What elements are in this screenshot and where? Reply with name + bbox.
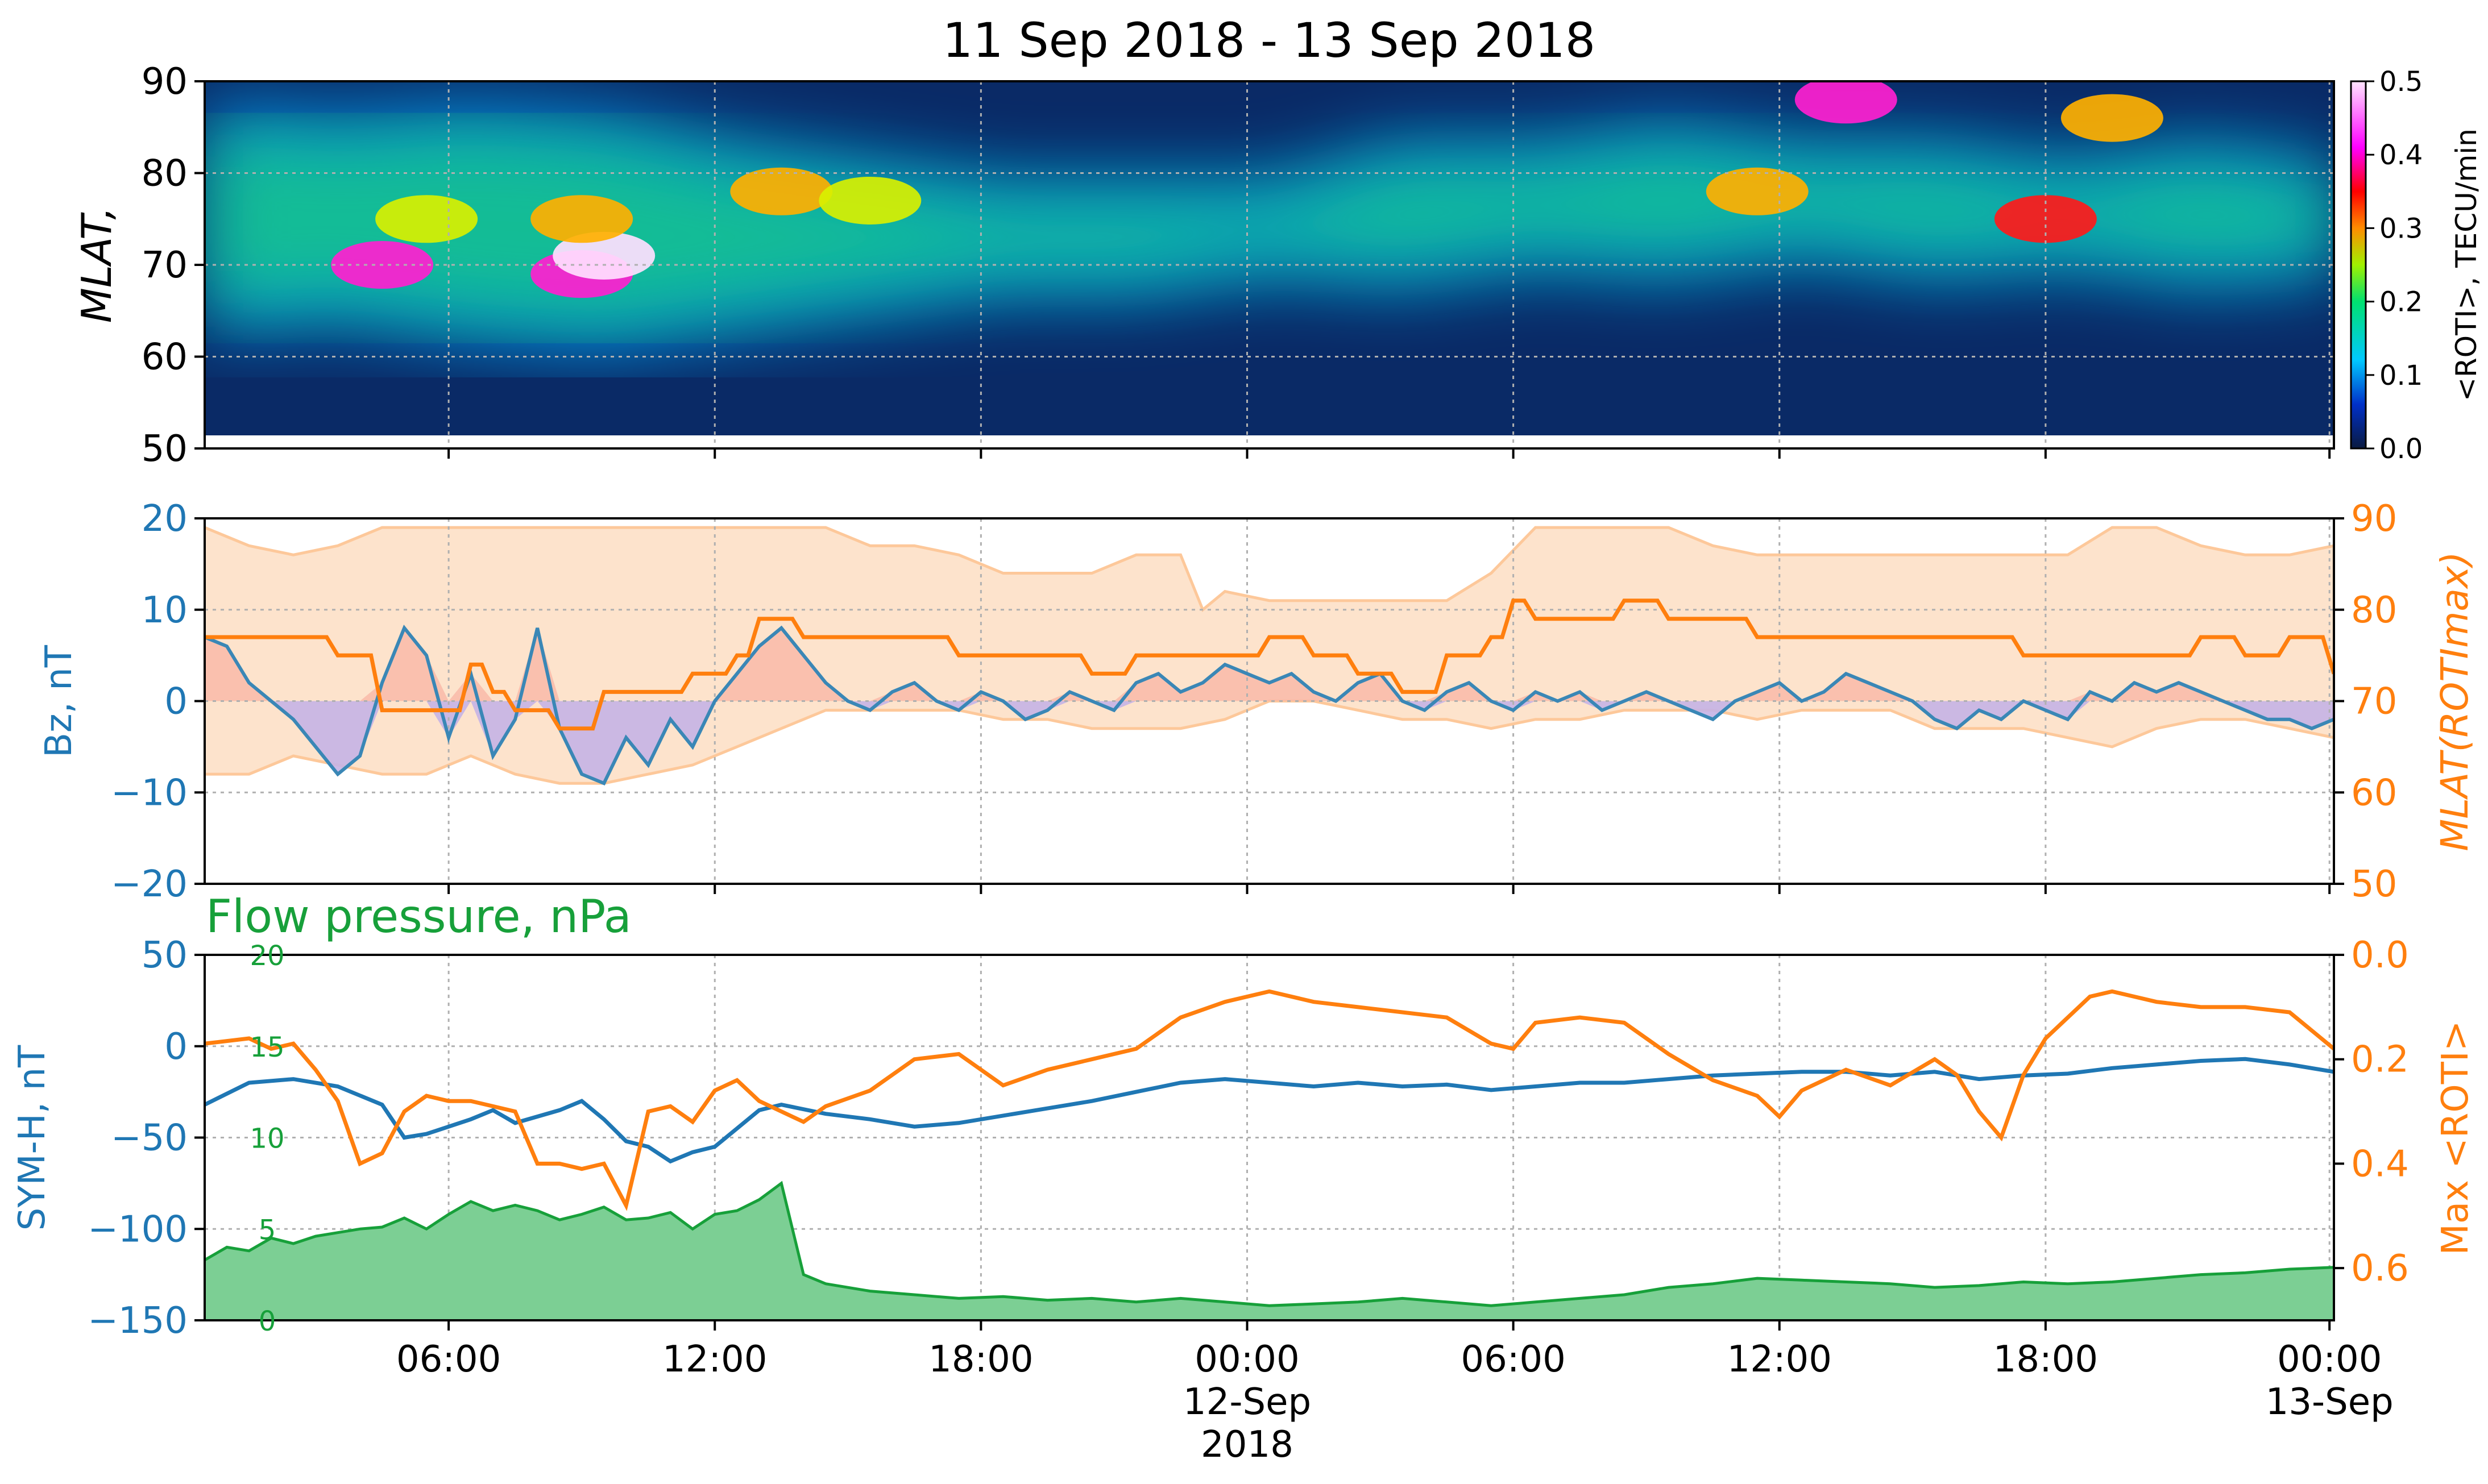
x-tick-label: 00:00 bbox=[1195, 1338, 1299, 1381]
y2-tick-label: 90 bbox=[2351, 498, 2397, 540]
mlat-band-fill bbox=[205, 527, 2334, 784]
y2-tick-label: 0.2 bbox=[2351, 1039, 2409, 1081]
x-tick-label: 06:00 bbox=[396, 1338, 501, 1381]
colorbar-ticks: 0.0 0.1 0.2 0.3 0.4 0.5 bbox=[2366, 66, 2423, 465]
heatmap-y-label: MLAT, bbox=[73, 207, 121, 323]
heatmap-hot-spot bbox=[375, 195, 478, 243]
x-tick-label: 00:00 bbox=[2277, 1338, 2382, 1381]
y-tick-label: 0 bbox=[164, 681, 188, 723]
colorbar-tick-label: 0.3 bbox=[2379, 213, 2423, 244]
flow-pressure-line bbox=[205, 1180, 2334, 1307]
mlat-rotimax-line bbox=[205, 598, 2334, 731]
flow-ticks: 0 5 10 15 20 bbox=[250, 940, 284, 1337]
heatmap-hot-spot bbox=[819, 176, 922, 225]
heatmap-hot-spot bbox=[730, 167, 833, 215]
symh-y-ticks: −150 −100 −50 0 50 bbox=[88, 934, 205, 1342]
top-grid bbox=[205, 81, 2334, 448]
x-tick-label: 06:00 bbox=[1461, 1338, 1565, 1381]
colorbar-tick-label: 0.0 bbox=[2379, 433, 2423, 465]
flow-tick-label: 0 bbox=[259, 1306, 276, 1337]
x-tick-sublabel: 2018 bbox=[1201, 1424, 1293, 1466]
x-tick-label: 12:00 bbox=[1727, 1338, 1832, 1381]
y-tick-label: 70 bbox=[142, 244, 188, 286]
x-tick-label: 18:00 bbox=[928, 1338, 1033, 1381]
heatmap-hot-spot bbox=[1794, 81, 1897, 124]
middle-grid bbox=[205, 518, 2334, 884]
x-tick-sublabel: 13-Sep bbox=[2266, 1381, 2394, 1423]
colorbar-tick-label: 0.4 bbox=[2379, 139, 2423, 171]
flow-tick-label: 5 bbox=[259, 1214, 276, 1246]
heatmap-white-margin bbox=[205, 435, 2334, 448]
bz-positive-fill bbox=[205, 627, 2334, 701]
heatmap-hot-spots bbox=[331, 81, 2163, 298]
heatmap-hot-spot bbox=[1706, 167, 1809, 215]
mlat-y2-label: MLAT(ROTImax) bbox=[2433, 551, 2477, 851]
colorbar-tick-label: 0.1 bbox=[2379, 360, 2423, 392]
bz-y-label: Bz, nT bbox=[38, 645, 80, 758]
flow-tick-label: 10 bbox=[250, 1123, 284, 1155]
y-tick-label: 50 bbox=[142, 428, 188, 470]
symh-y-label: SYM-H, nT bbox=[11, 1045, 53, 1231]
max-roti-line bbox=[205, 989, 2334, 1211]
y-tick-label: −10 bbox=[111, 772, 188, 814]
x-tick-label: 18:00 bbox=[1993, 1338, 2098, 1381]
mlat-band-upper-line bbox=[205, 526, 2334, 612]
colorbar bbox=[2350, 80, 2367, 450]
flow-pressure-title: Flow pressure, nPa bbox=[206, 890, 632, 943]
y-tick-label: 90 bbox=[142, 61, 188, 103]
x-tick-label: 12:00 bbox=[662, 1338, 767, 1381]
heatmap-hot-spot bbox=[2060, 94, 2163, 142]
y-tick-label: 0 bbox=[164, 1026, 188, 1068]
flow-tick-label: 15 bbox=[250, 1032, 284, 1063]
mlat-y2-ticks: 50 60 70 80 90 bbox=[2334, 498, 2397, 905]
colorbar-tick-label: 0.2 bbox=[2379, 286, 2423, 318]
figure-title: 11 Sep 2018 - 13 Sep 2018 bbox=[943, 13, 1595, 68]
bz-y-ticks: −20 −10 0 10 20 bbox=[111, 498, 205, 905]
y-tick-label: 20 bbox=[142, 498, 188, 540]
y2-tick-label: 0.6 bbox=[2351, 1248, 2409, 1290]
y2-tick-label: 50 bbox=[2351, 863, 2397, 905]
colorbar-label: <ROTI>, TECU/min bbox=[2450, 128, 2483, 401]
flow-pressure-fill bbox=[205, 1183, 2334, 1320]
heatmap-hot-spot bbox=[553, 231, 656, 280]
y-tick-label: −100 bbox=[88, 1208, 188, 1250]
bz-mlat-panel: −20 −10 0 10 20 50 60 70 80 90 Bz, nT MLAT(ROTIm… bbox=[38, 498, 2477, 905]
y-tick-label: 50 bbox=[142, 934, 188, 976]
roti-y2-ticks: 0.0 0.2 0.4 0.6 bbox=[2334, 934, 2409, 1290]
middle-x-ticks bbox=[447, 884, 2331, 894]
heatmap-hot-spot bbox=[530, 195, 633, 243]
y2-tick-label: 70 bbox=[2351, 681, 2397, 723]
heatmap-y-ticks: 50 60 70 80 90 bbox=[142, 61, 205, 470]
y2-tick-label: 80 bbox=[2351, 589, 2397, 631]
symh-line bbox=[205, 1057, 2334, 1164]
y2-tick-label: 60 bbox=[2351, 772, 2397, 814]
y-tick-label: −20 bbox=[111, 863, 188, 905]
y-tick-label: −50 bbox=[111, 1117, 188, 1159]
y2-tick-label: 0.0 bbox=[2351, 934, 2409, 976]
y-tick-label: 10 bbox=[142, 589, 188, 631]
flow-tick-label: 20 bbox=[250, 940, 284, 972]
y2-tick-label: 0.4 bbox=[2351, 1143, 2409, 1185]
colorbar-tick-label: 0.5 bbox=[2379, 66, 2423, 98]
y-tick-label: 60 bbox=[142, 336, 188, 379]
y-tick-label: 80 bbox=[142, 153, 188, 195]
roti-heatmap-panel: 50 60 70 80 90 MLAT, 0.0 0.1 0.2 0.3 0.4 0.5 <ROT… bbox=[73, 61, 2483, 470]
symh-roti-panel: Flow pressure, nPa −150 −100 −50 0 50 0 5 10 15… bbox=[11, 890, 2477, 1466]
y-tick-label: −150 bbox=[88, 1300, 188, 1342]
heatmap-x-ticks bbox=[447, 448, 2331, 459]
x-tick-sublabel: 12-Sep bbox=[1183, 1381, 1311, 1423]
max-roti-y2-label: Max <ROTI> bbox=[2435, 1021, 2477, 1256]
